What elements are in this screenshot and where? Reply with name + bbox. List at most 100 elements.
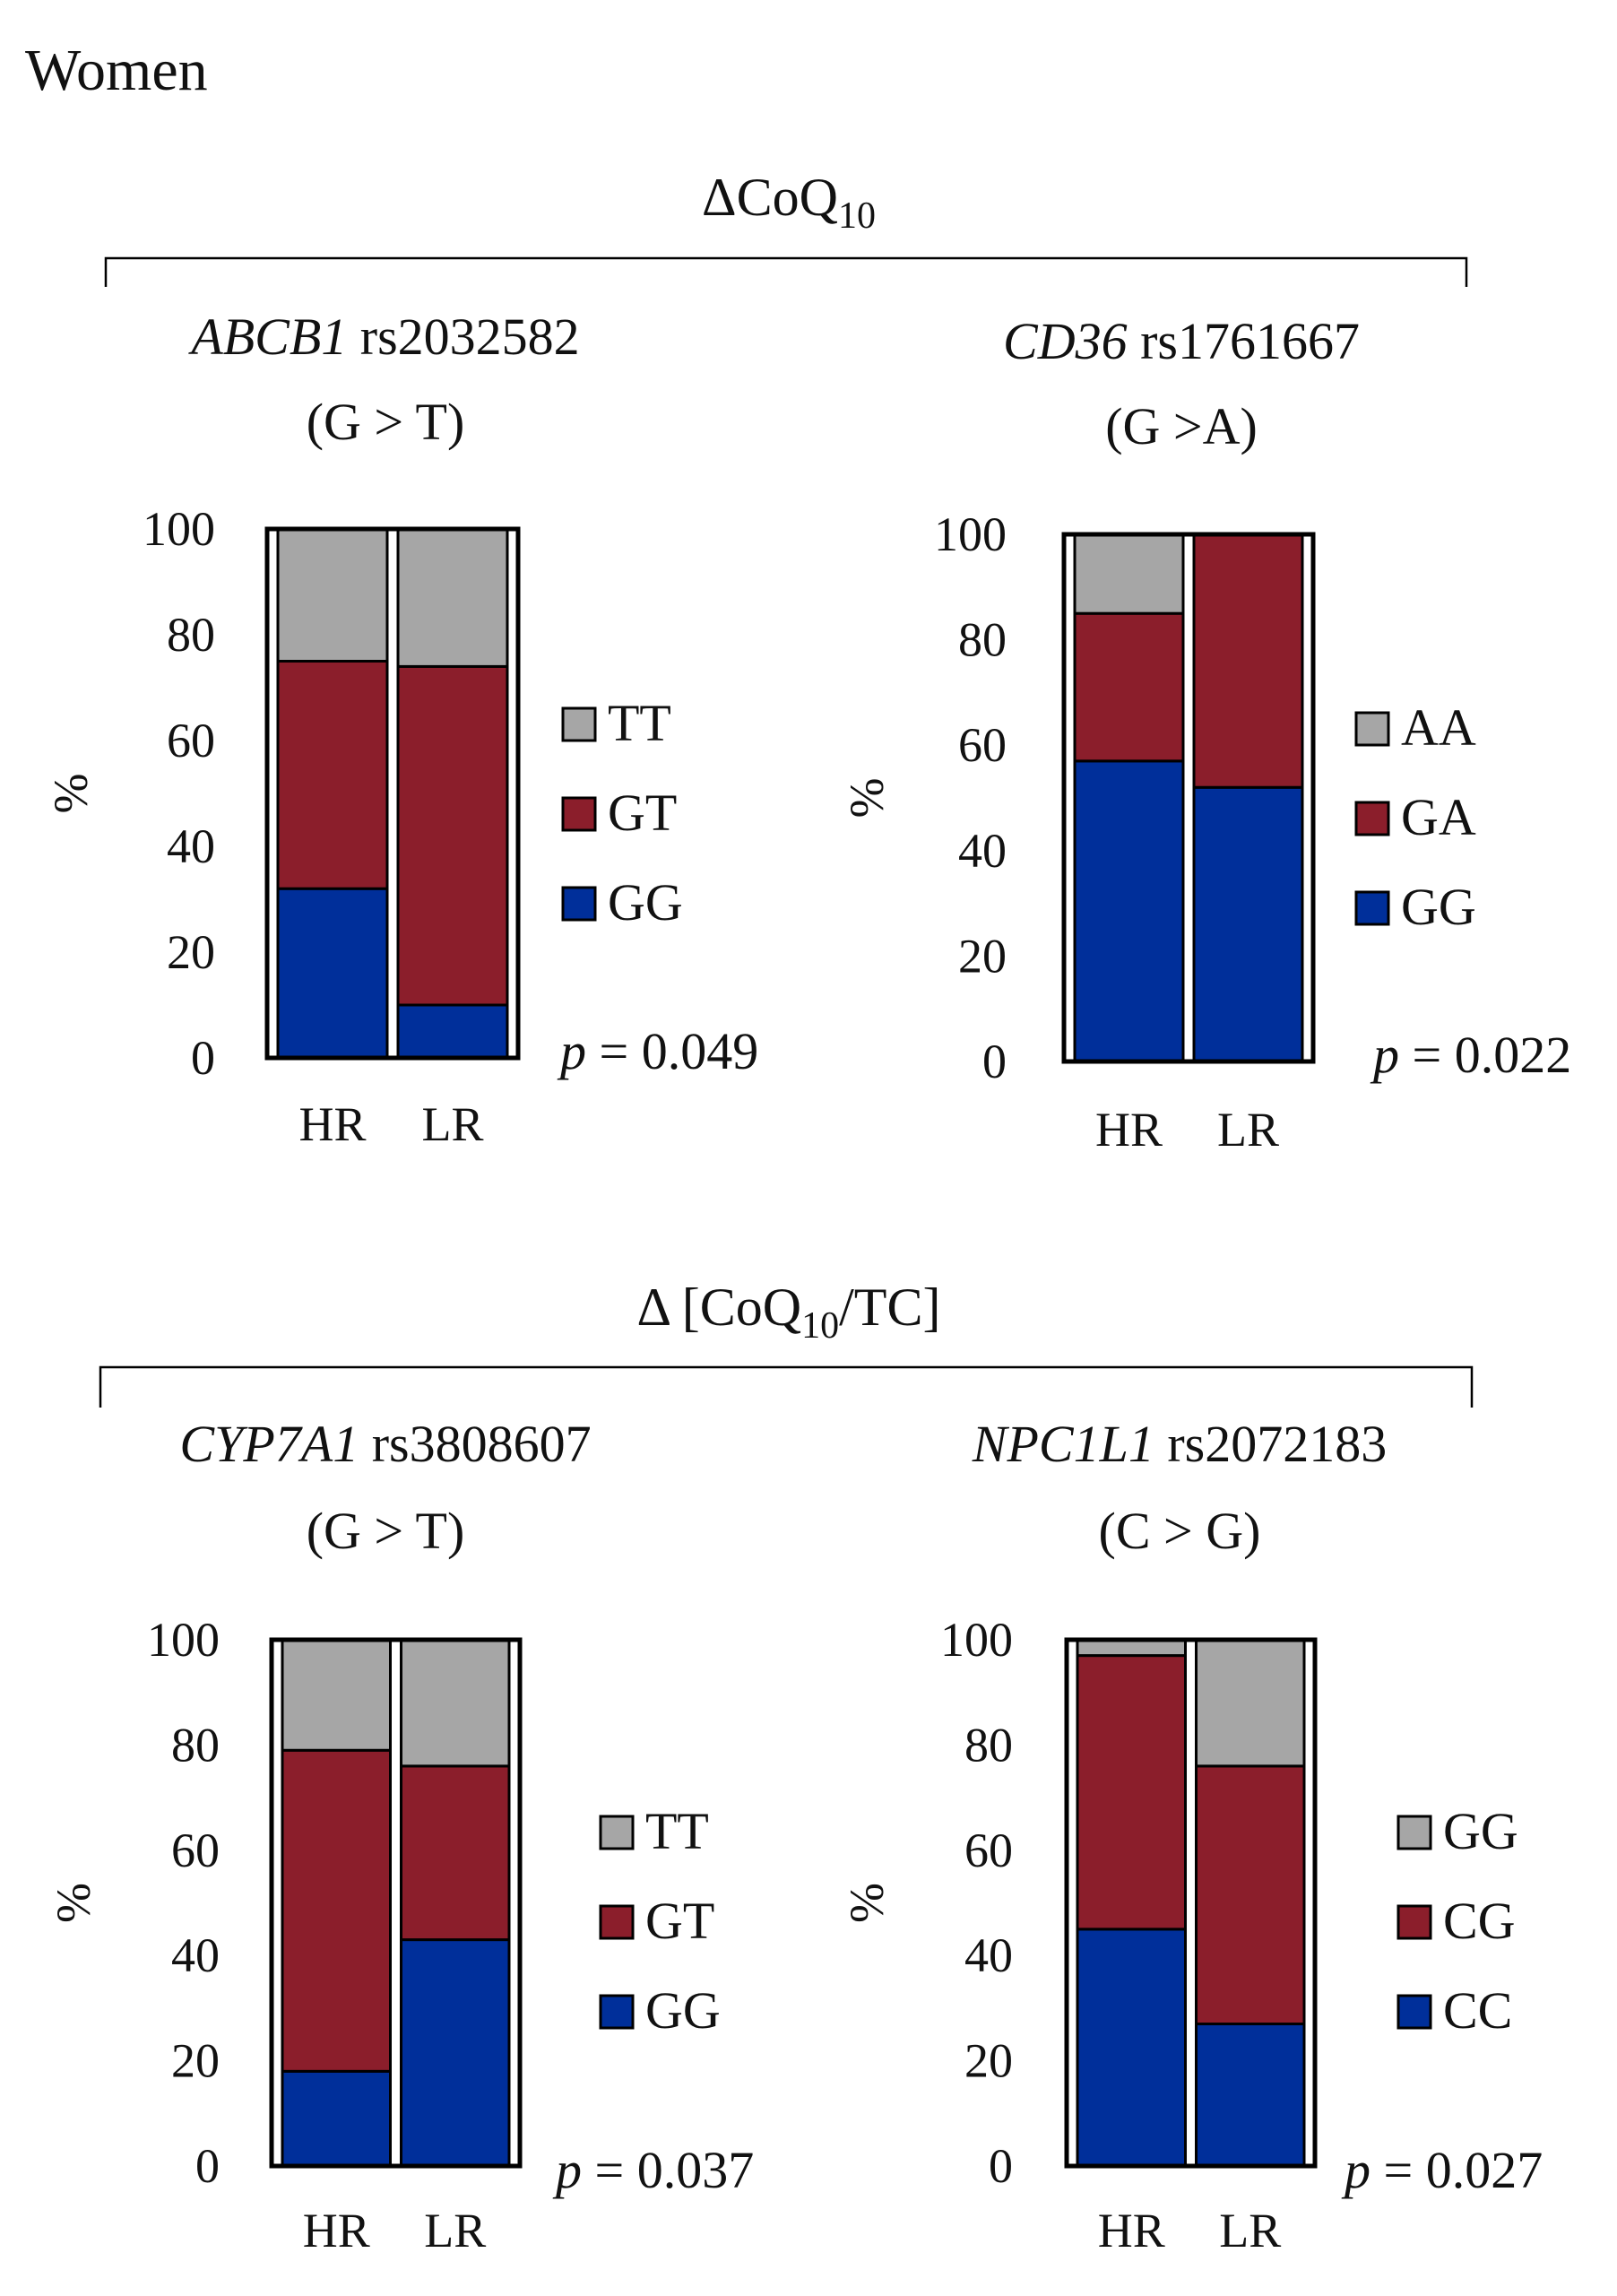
bar-lr-cg	[1195, 1764, 1306, 2026]
legend-swatch-gg	[1396, 1815, 1432, 1850]
y-tick-label: 0	[989, 2139, 1013, 2193]
legend-label: GA	[1401, 788, 1476, 846]
legend-label: GG	[1401, 878, 1476, 936]
group-bracket-coq10	[104, 256, 1468, 287]
x-category-label: LR	[1217, 1103, 1279, 1157]
x-category-label: LR	[1219, 2204, 1281, 2257]
bar-hr-gg	[1076, 1638, 1187, 1658]
y-tick-label: 80	[167, 608, 215, 662]
group-label-coq10: ΔCoQ10	[702, 168, 876, 237]
legend-label: TT	[645, 1802, 709, 1860]
bar-lr-gg	[1195, 1638, 1306, 1768]
y-axis-label: %	[840, 1883, 894, 1923]
legend-label: CG	[1443, 1892, 1516, 1950]
gene-name: NPC1L1	[972, 1415, 1154, 1473]
legend-label: CC	[1443, 1981, 1512, 2040]
bar-hr-gg	[1073, 759, 1185, 1063]
gene-name: ABCB1	[187, 308, 347, 366]
bar-lr-ga	[1192, 533, 1304, 789]
plot-frame	[269, 1637, 523, 2169]
legend-label: GG	[608, 873, 683, 931]
y-axis-label: %	[840, 778, 894, 819]
y-tick-label: 20	[958, 929, 1007, 983]
bar-hr-gg	[276, 887, 389, 1060]
bar-hr-tt	[276, 527, 389, 663]
legend-label: GG	[1443, 1802, 1518, 1860]
bar-lr-gg	[400, 1938, 511, 2168]
group-header-coq10: ΔCoQ10	[104, 168, 1468, 287]
y-tick-label: 80	[964, 1718, 1013, 1772]
chart-cyp7a1: CYP7A1 rs3808607 (G > T) 0 20 40 60 80 100% HR LR…	[47, 1415, 754, 2257]
snp-id: rs2072183	[1154, 1415, 1387, 1473]
x-category-label: HR	[298, 1097, 366, 1151]
p-value: p = 0.049	[557, 1022, 758, 1080]
bar-hr-cg	[1076, 1654, 1187, 1931]
allele-change: (C > G)	[1099, 1502, 1261, 1560]
snp-id: rs3808607	[359, 1415, 591, 1473]
x-category-label: HR	[303, 2204, 370, 2257]
group-label-coq10-tc: Δ [CoQ10/TC]	[637, 1278, 941, 1347]
chart-abcb1: ABCB1 rs2032582 (G > T) 0 20 40 60 80 100% HR LR T…	[44, 308, 758, 1151]
chart-title: ABCB1 rs2032582	[187, 308, 579, 366]
bar-lr-tt	[400, 1638, 511, 1768]
x-category-label: HR	[1095, 1103, 1163, 1157]
legend-swatch-gg	[1354, 890, 1390, 926]
x-category-label: LR	[424, 2204, 486, 2257]
plot-frame	[264, 526, 521, 1061]
y-tick-label: 40	[171, 1928, 220, 1982]
bar-lr-tt	[396, 527, 509, 668]
chart-title: CD36 rs1761667	[1003, 312, 1360, 370]
bar-hr-aa	[1073, 533, 1185, 615]
bar-hr-gt	[281, 1748, 392, 2073]
y-tick-label: 0	[195, 2139, 220, 2193]
bar-hr-gt	[276, 660, 389, 890]
snp-id: rs2032582	[347, 308, 579, 366]
p-value: p = 0.022	[1370, 1026, 1571, 1084]
y-tick-label: 100	[934, 507, 1007, 561]
y-tick-label: 40	[167, 819, 215, 873]
legend-label: GT	[645, 1892, 714, 1950]
y-tick-label: 0	[982, 1035, 1007, 1088]
p-value: p = 0.037	[552, 2141, 754, 2199]
bar-lr-cc	[1195, 2023, 1306, 2168]
y-tick-label: 20	[167, 925, 215, 979]
bar-lr-gt	[400, 1764, 511, 1942]
legend-label: TT	[608, 694, 671, 752]
y-axis-label: %	[47, 1883, 100, 1923]
gene-name: CYP7A1	[179, 1415, 359, 1473]
bar-lr-gg	[1192, 785, 1304, 1063]
y-axis-label: %	[44, 774, 98, 814]
y-tick-label: 100	[143, 502, 215, 556]
legend-swatch-aa	[1354, 711, 1390, 747]
y-tick-label: 60	[167, 714, 215, 767]
group-bracket-coq10-tc	[99, 1365, 1474, 1408]
legend-swatch-tt	[599, 1815, 635, 1850]
allele-change: (G > T)	[307, 393, 465, 451]
legend-swatch-gt	[561, 796, 597, 832]
x-category-label: LR	[421, 1097, 483, 1151]
y-tick-label: 40	[958, 824, 1007, 878]
chart-npc1l1: NPC1L1 rs2072183 (C > G) 0 20 40 60 80 100% HR LR…	[840, 1415, 1543, 2257]
allele-change: (G >A)	[1105, 397, 1258, 455]
legend-swatch-gg	[599, 1994, 635, 2030]
legend-swatch-gt	[599, 1904, 635, 1940]
y-tick-label: 20	[964, 2034, 1013, 2088]
y-tick-label: 60	[171, 1824, 220, 1877]
legend-swatch-tt	[561, 706, 597, 742]
chart-title: CYP7A1 rs3808607	[179, 1415, 591, 1473]
legend-label: AA	[1401, 698, 1476, 757]
legend-swatch-cc	[1396, 1994, 1432, 2030]
chart-panels: ABCB1 rs2032582 (G > T) 0 20 40 60 80 100% HR LR T…	[44, 308, 1571, 2257]
group-header-coq10-tc: Δ [CoQ10/TC]	[99, 1278, 1474, 1408]
bar-lr-gt	[396, 664, 509, 1007]
plot-frame	[1064, 1637, 1318, 2169]
y-tick-label: 0	[191, 1031, 215, 1085]
bar-hr-cc	[1076, 1928, 1187, 2168]
legend-swatch-ga	[1354, 801, 1390, 836]
bar-hr-gg	[281, 2069, 392, 2168]
snp-id: rs1761667	[1128, 312, 1360, 370]
figure-title: Women	[25, 38, 208, 103]
y-tick-label: 80	[958, 613, 1007, 667]
y-tick-label: 100	[940, 1613, 1013, 1667]
chart-title: NPC1L1 rs2072183	[972, 1415, 1387, 1473]
